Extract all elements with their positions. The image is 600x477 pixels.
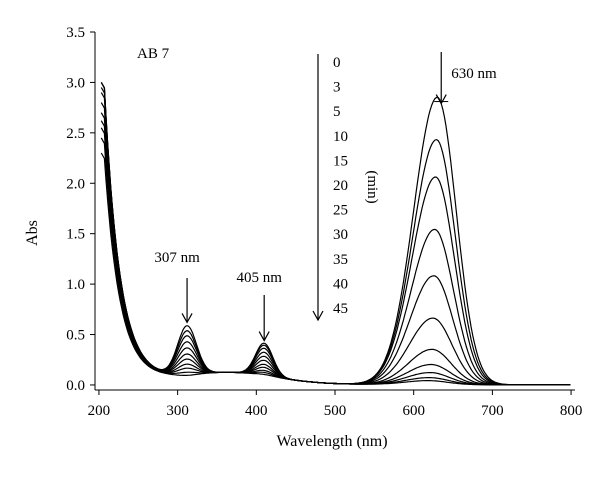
y-tick-label: 1.5 [66, 227, 85, 243]
annotation-630: 630 nm [451, 66, 497, 82]
x-axis-ticks: 200 300 400 500 600 700 800 [88, 390, 583, 419]
time-point-label: 10 [333, 129, 348, 145]
y-tick-label: 2.5 [66, 126, 85, 142]
annotation-307: 307 nm [154, 250, 200, 266]
time-point-label: 0 [333, 55, 341, 71]
x-tick-label: 500 [324, 403, 347, 419]
arrow-405-head [258, 331, 270, 342]
time-point-label: 40 [333, 276, 348, 292]
y-axis-ticks: 0.0 0.5 1.0 1.5 2.0 2.5 3.0 3.5 [66, 25, 95, 394]
time-unit-label: (min) [364, 170, 380, 203]
y-tick-label: 0.5 [66, 328, 85, 344]
y-tick-label: 1.0 [66, 277, 85, 293]
arrow-630-head [435, 94, 447, 105]
x-tick-label: 700 [481, 403, 504, 419]
x-axis-label: Wavelength (nm) [276, 433, 387, 450]
time-arrow-head [312, 310, 324, 322]
time-point-label: 25 [333, 203, 348, 219]
x-tick-label: 200 [88, 403, 111, 419]
spectra-curves [100, 82, 571, 386]
annotation-405: 405 nm [236, 270, 282, 286]
time-point-label: 15 [333, 153, 348, 169]
x-tick-label: 800 [560, 403, 583, 419]
x-tick-label: 600 [402, 403, 425, 419]
arrow-307-head [181, 313, 193, 324]
y-tick-label: 0.0 [66, 378, 85, 394]
time-point-label: 35 [333, 252, 348, 268]
time-point-label: 5 [333, 104, 341, 120]
x-tick-label: 400 [245, 403, 268, 419]
time-point-label: 30 [333, 227, 348, 243]
x-tick-label: 300 [166, 403, 189, 419]
panel-label: AB 7 [137, 46, 170, 62]
spectrum-t45 [100, 152, 571, 386]
spectrum-t20 [100, 102, 571, 386]
y-tick-label: 2.0 [66, 176, 85, 192]
y-tick-label: 3.5 [66, 25, 85, 41]
y-axis-label: Abs [24, 220, 41, 246]
y-tick-label: 3.0 [66, 75, 85, 91]
time-point-label: 20 [333, 178, 348, 194]
time-point-label: 45 [333, 301, 348, 317]
time-point-label: 3 [333, 80, 341, 96]
